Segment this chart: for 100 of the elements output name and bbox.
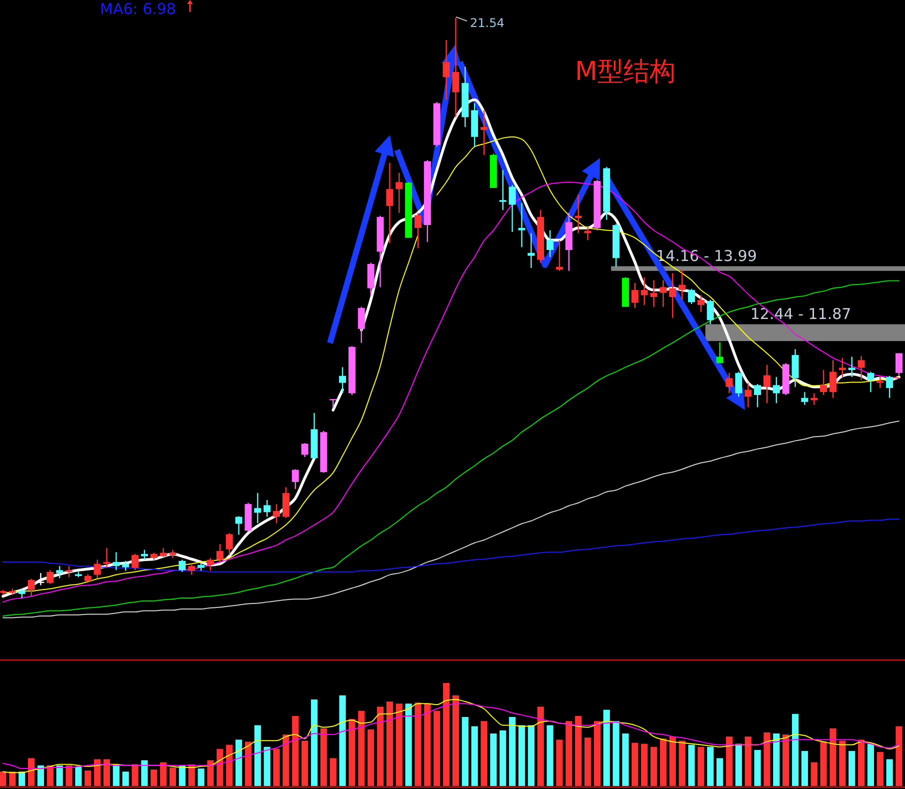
candlestick	[508, 184, 516, 233]
bar	[839, 740, 846, 786]
candlestick	[678, 269, 686, 300]
bar	[112, 764, 120, 786]
candlestick	[688, 288, 696, 305]
bar	[376, 706, 384, 786]
bar	[273, 748, 280, 786]
bar	[546, 725, 554, 786]
candlestick	[848, 356, 856, 378]
bar	[537, 706, 544, 786]
candlestick	[442, 39, 450, 100]
bar	[56, 765, 63, 786]
bar	[358, 710, 365, 786]
candlestick	[772, 376, 780, 404]
candlestick	[188, 563, 196, 576]
candlestick	[216, 543, 224, 564]
candlestick	[480, 110, 488, 156]
candlestick	[56, 566, 64, 579]
candlestick	[178, 559, 186, 572]
bar	[764, 732, 770, 786]
bar	[867, 744, 874, 786]
candlestick	[273, 503, 280, 524]
candlestick	[264, 499, 271, 518]
bar	[122, 772, 129, 786]
bar	[94, 759, 101, 786]
text: M型结构	[575, 57, 676, 87]
bar	[688, 744, 695, 786]
candlestick	[292, 468, 299, 490]
bar	[141, 760, 148, 786]
bar	[632, 742, 638, 786]
candlestick	[716, 342, 724, 364]
candlestick	[763, 364, 770, 404]
candlestick	[792, 348, 799, 388]
candlestick	[112, 552, 120, 571]
annotation: MA6: 6.98	[100, 0, 176, 18]
bar	[84, 770, 92, 786]
bar	[566, 721, 572, 786]
bar	[103, 759, 110, 786]
candlestick	[669, 272, 676, 318]
candlestick	[254, 492, 262, 524]
bar	[178, 765, 186, 786]
bar	[292, 716, 299, 786]
bar	[396, 704, 402, 786]
bar	[132, 764, 138, 786]
bar	[490, 733, 497, 786]
bar	[594, 721, 600, 786]
candlestick	[414, 212, 422, 249]
bar	[622, 733, 629, 786]
bar	[207, 760, 214, 786]
candlestick	[660, 280, 667, 308]
bar	[830, 728, 836, 786]
candlestick	[452, 17, 460, 118]
bar	[386, 702, 393, 786]
candlestick	[18, 588, 26, 599]
bar	[235, 740, 242, 786]
candlestick	[896, 352, 902, 376]
bar	[368, 729, 374, 786]
candlestick	[339, 366, 346, 394]
bar	[820, 742, 827, 786]
candlestick	[858, 356, 865, 381]
bar	[810, 762, 818, 786]
candlestick	[640, 276, 648, 306]
bar	[886, 759, 893, 786]
bar	[650, 746, 658, 786]
bar	[726, 736, 733, 786]
bar	[216, 748, 224, 786]
bar	[480, 721, 488, 786]
bar	[28, 758, 35, 786]
candlestick	[754, 383, 762, 408]
bar	[424, 704, 431, 786]
bar	[37, 765, 44, 786]
bar	[348, 719, 356, 786]
bar	[669, 736, 676, 786]
bar	[528, 725, 534, 786]
candlestick	[122, 560, 130, 572]
bar	[782, 734, 790, 786]
candlestick	[631, 282, 638, 309]
bar	[244, 742, 252, 786]
candlestick	[801, 392, 808, 406]
bar	[500, 730, 506, 786]
candlestick	[66, 566, 73, 578]
bar	[584, 738, 592, 786]
candlestick	[726, 372, 733, 394]
bar	[320, 728, 327, 786]
candlestick	[528, 232, 535, 269]
bar	[414, 702, 422, 786]
candlestick	[499, 169, 506, 211]
candlestick	[876, 376, 884, 389]
bar	[254, 725, 261, 786]
candlestick	[206, 557, 214, 572]
bar	[339, 695, 346, 786]
bar	[150, 770, 158, 786]
bar	[160, 762, 167, 786]
candlestick	[650, 280, 658, 308]
bar	[792, 714, 799, 786]
candlestick	[386, 162, 394, 244]
bar	[310, 699, 318, 786]
candlestick	[518, 202, 526, 248]
bar	[0, 772, 6, 786]
bar	[707, 746, 714, 786]
